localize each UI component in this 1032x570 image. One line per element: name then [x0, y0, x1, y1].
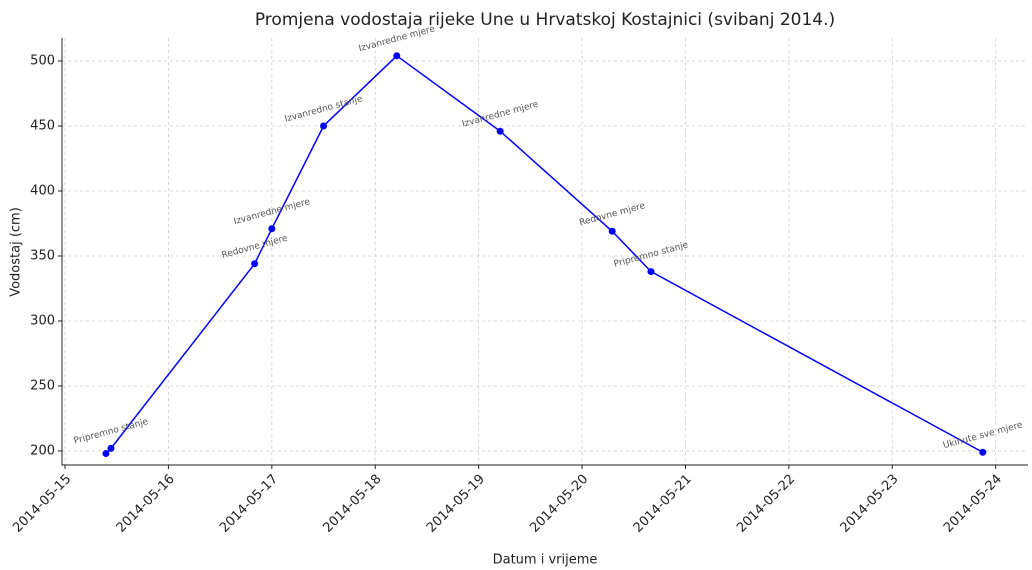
point [268, 225, 276, 233]
point [393, 52, 401, 60]
y-tick-label: 250 [30, 378, 55, 393]
x-tick-label: 2014-05-18 [321, 472, 385, 536]
chart-title: Promjena vodostaja rijeke Une u Hrvatsko… [255, 10, 835, 30]
x-tick-label: 2014-05-16 [114, 472, 178, 536]
point [251, 260, 259, 268]
axes [61, 38, 1028, 466]
x-tick-label: 2014-05-20 [527, 472, 591, 536]
y-tick-label: 500 [30, 54, 55, 69]
point [102, 450, 110, 458]
annotation: Izvanredne mjere [461, 100, 540, 130]
y-tick-label: 450 [30, 118, 55, 133]
x-axis-label: Datum i vrijeme [493, 553, 598, 568]
point [647, 268, 655, 276]
annotation: Pripremno stanje [73, 417, 150, 447]
x-tick-label: 2014-05-15 [10, 472, 74, 536]
point [496, 127, 504, 135]
y-tick-label: 400 [30, 183, 55, 198]
x-tick-label: 2014-05-17 [217, 472, 281, 536]
x-tick-label: 2014-05-22 [734, 472, 798, 536]
y-tick-label: 350 [30, 248, 55, 263]
line [105, 54, 984, 455]
point [608, 227, 616, 235]
point [107, 444, 115, 452]
annotation: Ukinute sve mjere [942, 420, 1024, 451]
x-tick-label: 2014-05-19 [424, 472, 488, 536]
point [979, 448, 987, 456]
x-tick-label: 2014-05-24 [941, 472, 1005, 536]
y-axis-label: Vodostaj (cm) [9, 207, 24, 297]
y-tick-label: 300 [30, 313, 55, 328]
x-tick-label: 2014-05-21 [631, 472, 695, 536]
point [320, 122, 328, 130]
y-tick-label: 200 [30, 443, 55, 458]
annotation: Izvanredno stanje [284, 94, 365, 125]
annotation: Redovne mjere [221, 234, 290, 261]
annotation: Redovne mjere [578, 201, 647, 228]
x-tick-label: 2014-05-23 [838, 472, 902, 536]
